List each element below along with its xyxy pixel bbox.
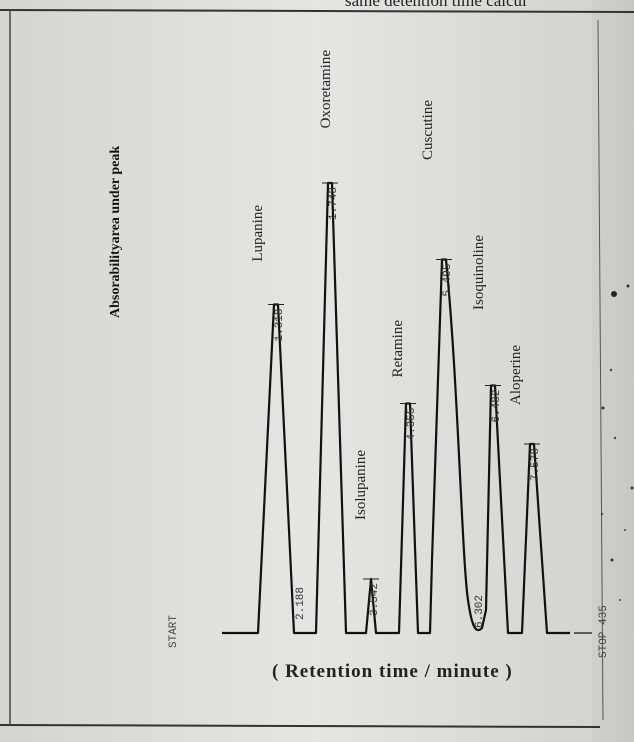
peak-retention-label: 1.748: [328, 187, 340, 220]
peak-retention-label: 1.318: [274, 309, 286, 342]
scan-fold-line: [597, 19, 604, 721]
baseline-retention-label: 6.302: [474, 595, 486, 628]
peak-retention-label: 5.495: [442, 264, 454, 297]
baseline-retention-label: 2.188: [295, 587, 307, 620]
peak-retention-label: 6.482: [491, 390, 503, 423]
x-axis-label: ( Retention time / minute ): [272, 661, 513, 682]
peak-name-label: Retamine: [390, 320, 406, 378]
peak-name-label: Aloperine: [508, 345, 524, 405]
peak-name-label: Cuscutine: [420, 100, 436, 160]
stop-marker: STOP 435: [598, 605, 610, 658]
peak-name-label: Oxoretamine: [318, 50, 334, 129]
peak-name-label: Isolupanine: [353, 450, 369, 520]
peak-name-label: Isoquinoline: [471, 235, 487, 310]
peak-name-label: Lupanine: [250, 205, 266, 262]
y-axis-label: Absorabilityarea under peak: [108, 145, 123, 318]
peak-retention-label: 4.355: [406, 408, 418, 441]
peak-retention-label: 7.578: [530, 448, 542, 481]
peak-retention-label: 3.542: [369, 583, 381, 616]
scan-specks: [600, 284, 634, 601]
cropped-header-text: same detention time calcul: [345, 0, 527, 10]
bottom-border: [0, 724, 601, 728]
chromatogram-trace: [222, 181, 570, 635]
top-border: [0, 9, 634, 13]
start-marker: START: [168, 614, 180, 648]
